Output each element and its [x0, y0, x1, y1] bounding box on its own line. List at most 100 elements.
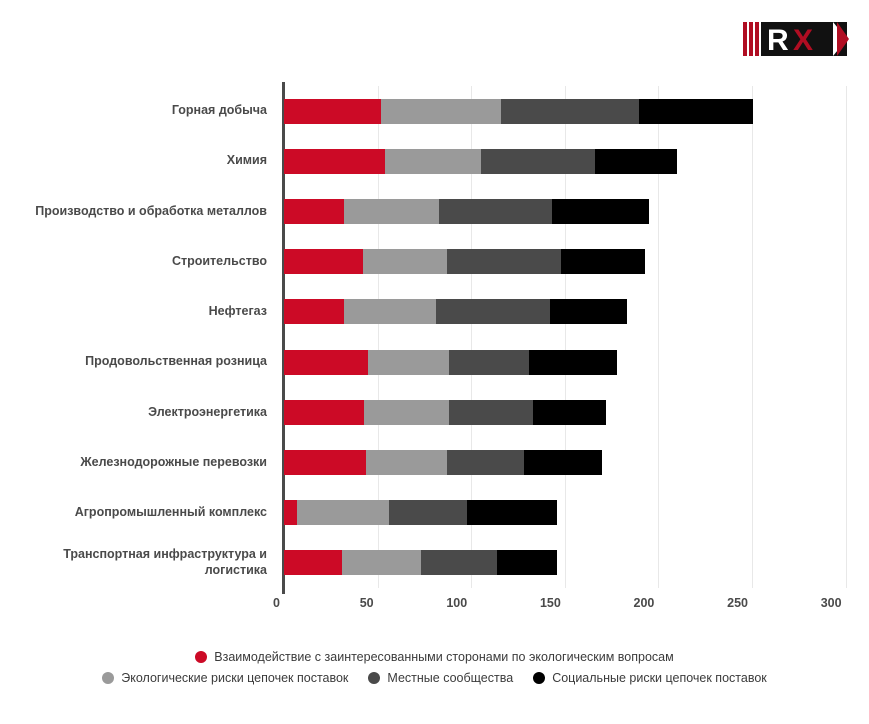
bar-segment[interactable] [497, 550, 558, 576]
stacked-bar[interactable] [284, 550, 753, 576]
bar-segment[interactable] [523, 450, 603, 476]
bars-container [284, 86, 753, 588]
legend-row: Взаимодействие с заинтересованными сторо… [0, 650, 869, 664]
bar-segment[interactable] [381, 98, 501, 124]
bar-segment[interactable] [388, 500, 468, 526]
bar-segment[interactable] [284, 148, 386, 174]
value-tick-label: 100 [446, 596, 468, 610]
bar-row [284, 488, 753, 538]
value-axis-line [281, 82, 285, 594]
bar-row [284, 437, 753, 487]
bar-row [284, 387, 753, 437]
value-tick-label: 150 [539, 596, 561, 610]
bar-segment[interactable] [366, 450, 447, 476]
stacked-bar[interactable] [284, 148, 753, 174]
stacked-bar[interactable] [284, 450, 753, 476]
category-label: Железнодорожные перевозки [80, 454, 267, 469]
bar-row [284, 538, 753, 588]
bar-segment[interactable] [480, 148, 595, 174]
circle-marker-icon [102, 672, 115, 684]
bar-row [284, 287, 753, 337]
bar-segment[interactable] [343, 299, 436, 325]
plot-area [281, 82, 847, 594]
category-label: Химия [226, 153, 267, 168]
bar-segment[interactable] [467, 500, 558, 526]
bar-segment[interactable] [343, 199, 440, 224]
category-label: Производство и обработка металлов [35, 203, 267, 218]
bar-row [284, 237, 753, 287]
stacked-bar[interactable] [284, 98, 753, 124]
bar-segment[interactable] [385, 148, 481, 174]
value-tick-label: 50 [359, 596, 374, 610]
category-label: Электроэнергетика [148, 404, 267, 419]
svg-text:X: X [793, 24, 813, 57]
bar-row [284, 186, 753, 236]
bar-segment[interactable] [284, 450, 367, 476]
legend-item[interactable]: Экологические риски цепочек поставок [102, 671, 348, 685]
bar-segment[interactable] [284, 500, 298, 526]
bar-segment[interactable] [364, 399, 449, 425]
category-axis-labels: Горная добыча Химия Производство и обработ… [0, 86, 276, 588]
bar-segment[interactable] [594, 148, 678, 174]
plot-wrapper: Горная добыча Химия Производство и обработ… [0, 78, 869, 610]
legend-label: Местные сообщества [387, 671, 514, 685]
legend-row: Экологические риски цепочек поставок Мест… [0, 671, 869, 685]
legend-item[interactable]: Взаимодействие с заинтересованными сторо… [195, 650, 674, 664]
category-label: Агропромышленный комплекс [74, 504, 267, 519]
category-label: Горная добыча [171, 103, 267, 118]
legend-item[interactable]: Местные сообщества [368, 671, 513, 685]
bar-segment[interactable] [532, 399, 606, 425]
bar-segment[interactable] [448, 399, 533, 425]
bar-segment[interactable] [551, 199, 650, 224]
bar-segment[interactable] [284, 98, 382, 124]
legend-item[interactable]: Социальные риски цепочек поставок [533, 671, 767, 685]
value-tick-label: 200 [633, 596, 655, 610]
legend: Взаимодействие с заинтересованными сторо… [0, 650, 869, 692]
bar-segment[interactable] [448, 349, 530, 375]
bar-segment[interactable] [342, 550, 421, 576]
bar-segment[interactable] [561, 249, 646, 275]
bar-segment[interactable] [297, 500, 389, 526]
bar-segment[interactable] [446, 450, 524, 476]
bar-segment[interactable] [446, 249, 562, 275]
bar-row [284, 337, 753, 387]
bar-segment[interactable] [284, 249, 363, 275]
stacked-bar[interactable] [284, 349, 753, 375]
legend-label: Взаимодействие с заинтересованными сторо… [214, 650, 674, 664]
stacked-bar[interactable] [284, 299, 753, 325]
category-label: Продовольственная розница [85, 354, 267, 369]
bar-segment[interactable] [639, 98, 753, 124]
category-label: Транспортная инфраструктура и логистика [63, 547, 267, 577]
bar-segment[interactable] [549, 299, 627, 325]
stacked-bar[interactable] [284, 500, 753, 526]
legend-label: Социальные риски цепочек поставок [552, 671, 767, 685]
bar-segment[interactable] [439, 199, 552, 224]
bar-segment[interactable] [284, 299, 344, 325]
bar-row [284, 136, 753, 186]
bar-segment[interactable] [368, 349, 449, 375]
legend-label: Экологические риски цепочек поставок [121, 671, 349, 685]
bar-row [284, 86, 753, 136]
bar-segment[interactable] [362, 249, 447, 275]
circle-marker-icon [533, 672, 546, 684]
bar-segment[interactable] [284, 399, 365, 425]
bar-segment[interactable] [284, 199, 344, 224]
stacked-bar-chart: Горная добыча Химия Производство и обработ… [0, 78, 869, 618]
bar-segment[interactable] [529, 349, 618, 375]
value-tick-label: 250 [727, 596, 748, 610]
bar-segment[interactable] [500, 98, 640, 124]
bar-segment[interactable] [420, 550, 498, 576]
stacked-bar[interactable] [284, 199, 753, 224]
bar-segment[interactable] [435, 299, 550, 325]
stacked-bar[interactable] [284, 249, 753, 275]
category-label: Нефтегаз [208, 304, 267, 319]
value-axis-labels: 0 50 100 150 200 250 300 [0, 596, 869, 620]
bar-segment[interactable] [284, 550, 343, 576]
stacked-bar[interactable] [284, 399, 753, 425]
bar-segment[interactable] [284, 349, 369, 375]
value-tick-label: 300 [820, 596, 842, 610]
gridline [845, 86, 847, 588]
svg-text:R: R [767, 24, 789, 57]
circle-marker-icon [195, 651, 208, 663]
rx-logo: R X [741, 18, 849, 60]
